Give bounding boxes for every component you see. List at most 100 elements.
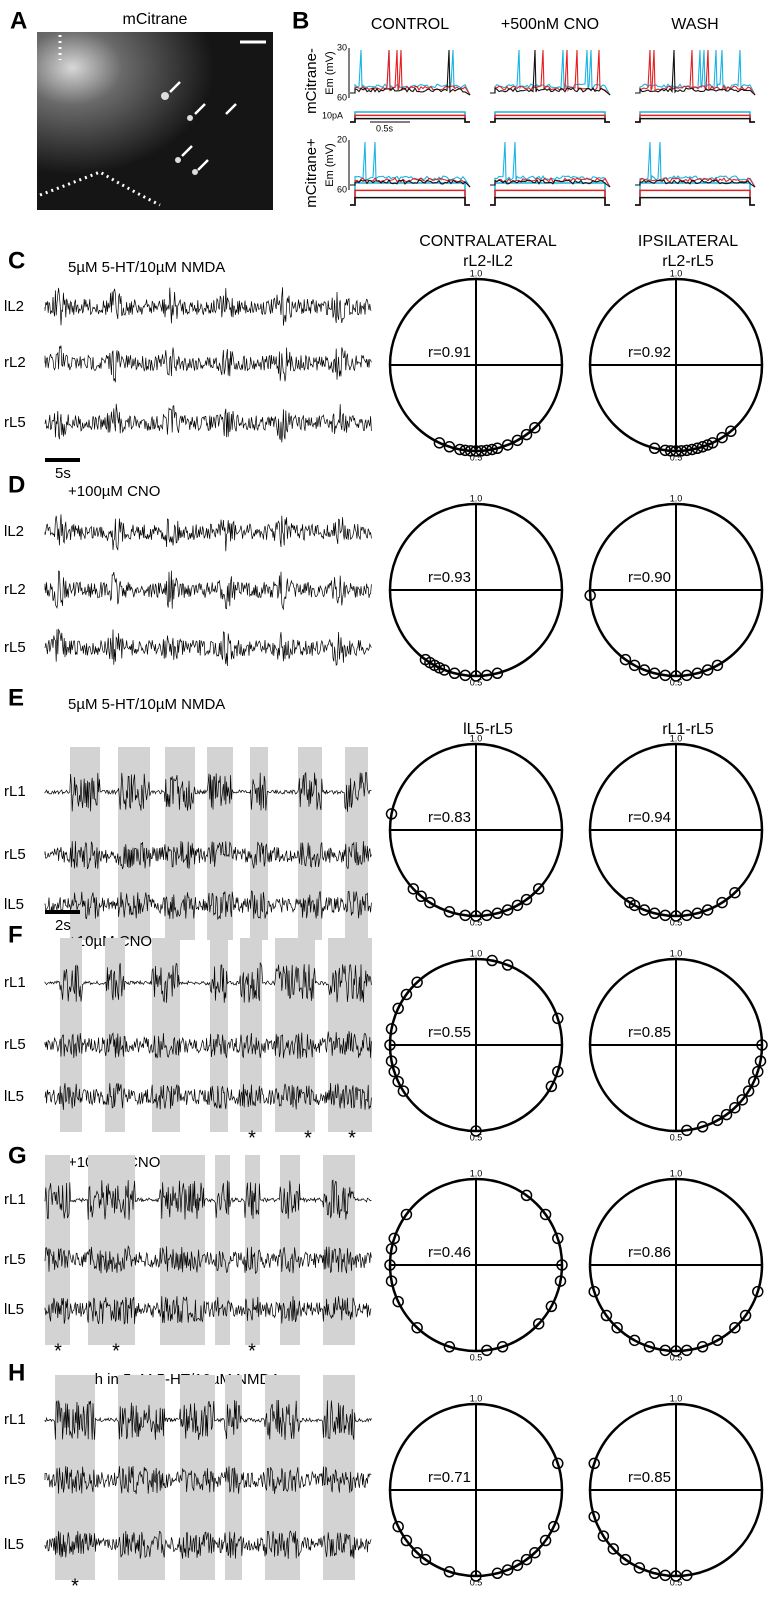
- column-header: CONTRALATERAL: [419, 233, 557, 250]
- axis-tick: 20: [337, 134, 347, 144]
- asterisk: *: [304, 1127, 312, 1149]
- panel-title: mCitrane: [123, 11, 188, 28]
- polar-tick: 0.5: [470, 1352, 483, 1362]
- axis-tick: 30: [337, 42, 347, 52]
- trace-label: rL2: [4, 581, 26, 598]
- panel-letter: C: [8, 247, 25, 274]
- burst-band: [118, 747, 150, 940]
- polar-tick: 1.0: [670, 1168, 683, 1178]
- r-value: r=0.86: [628, 1244, 671, 1261]
- polar-tick: 1.0: [470, 1393, 483, 1403]
- burst-band: [250, 747, 268, 940]
- current-step: [490, 183, 610, 205]
- r-value: r=0.83: [428, 809, 471, 826]
- current-step: [635, 183, 755, 205]
- column-header: IPSILATERAL: [638, 233, 738, 250]
- column-header: CONTROL: [371, 16, 449, 33]
- axis-tick: 60: [337, 184, 347, 194]
- polar-tick: 1.0: [670, 948, 683, 958]
- r-value: r=0.85: [628, 1024, 671, 1041]
- micrograph: [37, 32, 273, 210]
- trace-label: lL5: [4, 896, 24, 913]
- polar-tick: 1.0: [470, 493, 483, 503]
- axis-tick: 60: [337, 92, 347, 102]
- scale-label: 2s: [55, 917, 71, 934]
- asterisk: *: [112, 1340, 120, 1362]
- trace-label: rL5: [4, 846, 26, 863]
- r-value: r=0.92: [628, 344, 671, 361]
- trace-label: rL5: [4, 414, 26, 431]
- r-value: r=0.55: [428, 1024, 471, 1041]
- current-step: [635, 198, 755, 205]
- condition: 5µM 5-HT/10µM NMDA: [68, 259, 225, 276]
- trace-label: rL5: [4, 1251, 26, 1268]
- asterisk: *: [348, 1127, 356, 1149]
- polar-tick: 1.0: [470, 1168, 483, 1178]
- panel-letter: H: [8, 1359, 25, 1386]
- recording-trace: [45, 346, 371, 383]
- recording-trace: [45, 287, 371, 325]
- figure: A mCitrane B CONTROL +500nM CNO WASH mCitra…: [0, 0, 773, 1599]
- current-step: [635, 112, 755, 122]
- axis-label: Em (mV): [324, 143, 336, 186]
- recording-trace: [45, 1083, 371, 1110]
- current-step: [490, 198, 610, 205]
- panel-letter: F: [8, 921, 23, 948]
- row-label: mCitrane-: [303, 48, 320, 114]
- recording-trace: [45, 963, 371, 1003]
- asterisk: *: [248, 1127, 256, 1149]
- rows: C 5µM 5-HT/10µM NMDA lL2 rL2 rL5 5s CONTRALATE…: [4, 233, 767, 1597]
- column-header: WASH: [671, 16, 718, 33]
- polar-tick: 1.0: [670, 733, 683, 743]
- current-scale: 10pA: [322, 110, 343, 120]
- current-step: [350, 112, 470, 122]
- trace-label: rL2: [4, 354, 26, 371]
- trace-label: rL1: [4, 974, 26, 991]
- trace-label: lL2: [4, 523, 24, 540]
- asterisk: *: [248, 1340, 256, 1362]
- trace-label: lL5: [4, 1088, 24, 1105]
- polar-tick: 1.0: [670, 1393, 683, 1403]
- current-step: [490, 119, 610, 122]
- scale-label: 5s: [55, 465, 71, 482]
- polar-tick: 0.5: [670, 1132, 683, 1142]
- asterisk: *: [54, 1340, 62, 1362]
- trace-label: rL1: [4, 783, 26, 800]
- r-value: r=0.94: [628, 809, 671, 826]
- r-value: r=0.90: [628, 569, 671, 586]
- trace-label: rL1: [4, 1411, 26, 1428]
- polar-tick: 1.0: [470, 948, 483, 958]
- trace-label: lL5: [4, 1301, 24, 1318]
- r-value: r=0.91: [428, 344, 471, 361]
- asterisk: *: [71, 1575, 79, 1597]
- recording-trace: [45, 629, 371, 666]
- current-step: [635, 119, 755, 122]
- voltage-trace: [635, 50, 755, 95]
- recording-trace: [45, 514, 371, 551]
- axis-label: Em (mV): [324, 51, 336, 94]
- trace-label: rL5: [4, 639, 26, 656]
- panel-letter: D: [8, 471, 25, 498]
- polar-tick: 1.0: [670, 493, 683, 503]
- row-label: mCitrane+: [303, 138, 320, 208]
- recording-trace: [45, 571, 371, 610]
- polar-tick: 1.0: [470, 733, 483, 743]
- trace-label: lL5: [4, 1536, 24, 1553]
- trace-label: rL5: [4, 1036, 26, 1053]
- condition: wash in 5µM 5-HT/10µM NMDA: [67, 1371, 280, 1388]
- r-value: r=0.71: [428, 1469, 471, 1486]
- panel-letter: G: [8, 1142, 27, 1169]
- column-header: +500nM CNO: [501, 16, 599, 33]
- trace-label: lL2: [4, 298, 24, 315]
- panel-letter: E: [8, 684, 24, 711]
- panel-b: CONTROL+500nM CNOWASHmCitrane-Em (mV)306…: [303, 16, 755, 208]
- polar-tick: 1.0: [670, 268, 683, 278]
- current-step: [350, 198, 470, 205]
- r-value: r=0.46: [428, 1244, 471, 1261]
- panel-letter: A: [10, 7, 27, 34]
- recording-trace: [45, 1031, 371, 1059]
- current-step: [490, 112, 610, 122]
- condition: +100µM CNO: [68, 483, 160, 500]
- trace-label: rL5: [4, 1471, 26, 1488]
- panel-letter: B: [292, 7, 309, 34]
